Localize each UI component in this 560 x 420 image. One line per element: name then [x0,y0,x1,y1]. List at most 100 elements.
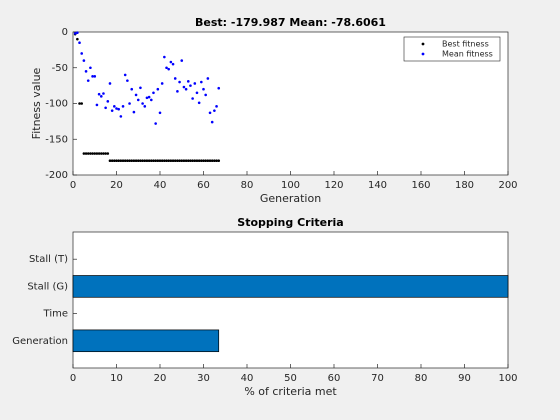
y-axis-label: Fitness value [30,67,43,139]
data-point [82,59,86,62]
data-point [213,109,216,112]
data-point [84,152,88,155]
x-tick-label: 80 [415,373,428,384]
data-point [206,77,210,80]
data-point [213,159,216,162]
y-tick-label: Generation [12,336,68,347]
data-point [150,98,153,102]
data-point [215,159,218,162]
data-point [197,159,201,162]
data-point [108,159,112,162]
data-point [154,122,157,125]
x-tick-label: 200 [498,180,517,191]
x-tick-label: 40 [154,180,167,191]
x-tick-label: 80 [241,180,254,191]
x-tick-label: 160 [411,180,430,191]
data-point [152,159,155,162]
data-point [210,159,214,162]
y-tick-label: Stall (T) [29,254,68,265]
data-point [121,159,125,162]
data-point [182,159,186,162]
data-point [197,101,201,105]
data-point [128,159,131,162]
data-point [99,152,103,155]
data-point [141,159,144,162]
data-point [106,152,110,155]
data-point [165,66,168,70]
data-point [200,159,203,162]
data-point [204,93,207,97]
x-tick-label: 120 [324,180,343,191]
x-tick-label: 0 [70,373,76,384]
x-tick-label: 180 [455,180,474,191]
data-point [167,159,170,162]
data-point [132,159,136,162]
data-point [156,87,160,91]
x-tick-label: 100 [281,180,300,191]
data-point [173,77,177,80]
legend-label: Best fitness [442,40,489,49]
data-point [180,59,184,62]
data-point [82,152,86,155]
data-point [102,92,105,95]
data-point [113,105,116,108]
data-point [141,102,144,105]
data-point [217,159,221,162]
data-point [110,159,114,162]
y-tick-label: -200 [45,170,68,181]
data-point [95,103,99,107]
data-point [180,159,184,162]
data-point [86,79,90,82]
y-tick-label: -100 [45,99,68,110]
data-point [106,100,110,103]
x-tick-label: 30 [197,373,210,384]
x-axis-label: % of criteria met [244,385,337,398]
data-point [97,152,101,155]
data-point [195,159,199,162]
data-point [163,159,166,162]
chart-title: Best: -179.987 Mean: -78.6061 [195,16,386,29]
x-tick-label: 90 [458,373,471,384]
data-point [206,159,210,162]
data-point [165,159,168,162]
legend-marker [421,52,425,56]
data-point [134,93,138,97]
data-point [208,111,212,115]
data-point [108,82,112,85]
data-point [152,91,155,95]
data-point [200,80,203,84]
data-point [189,159,192,162]
y-tick-label: -150 [45,134,68,145]
data-point [147,95,151,99]
data-point [121,105,125,108]
legend-label: Mean fitness [442,50,493,59]
y-tick-label: Time [43,309,68,320]
data-point [86,152,90,155]
data-point [204,159,207,162]
data-point [117,107,120,111]
data-point [123,73,127,77]
data-point [89,152,92,155]
data-point [145,159,149,162]
data-point [136,98,140,102]
data-point [99,95,103,98]
data-point [145,96,149,100]
data-point [178,159,181,162]
data-point [171,159,175,162]
data-point [210,120,214,124]
data-point [115,107,118,110]
data-point [169,159,173,162]
x-tick-label: 140 [368,180,387,191]
data-point [147,159,151,162]
data-point [184,159,188,162]
data-point [80,52,83,55]
data-point [134,159,138,162]
data-point [176,159,179,162]
data-point [76,31,79,35]
data-point [176,90,179,93]
data-point [217,86,221,90]
data-point [173,159,177,162]
data-point [193,159,197,162]
data-point [93,152,97,155]
